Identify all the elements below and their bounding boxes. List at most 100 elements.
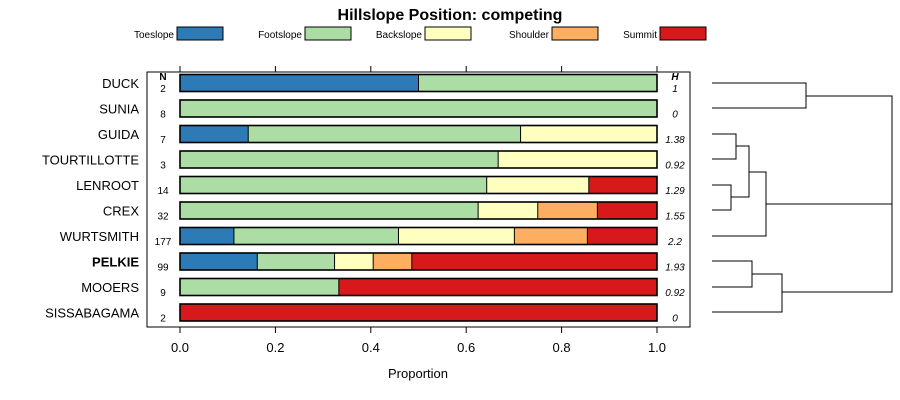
bar-segment-footslope xyxy=(418,74,657,92)
bar-segment-summit xyxy=(180,304,657,321)
legend-label-footslope: Footslope xyxy=(258,30,302,41)
dendrogram-branch xyxy=(712,184,732,211)
bar-outline xyxy=(179,124,658,144)
h-value: 0.92 xyxy=(665,288,685,299)
row-crex: CREX 32 1.55 xyxy=(103,201,685,223)
legend-swatch-footslope xyxy=(304,26,352,41)
n-value: 7 xyxy=(160,135,166,146)
category-label: SISSABAGAMA xyxy=(45,306,139,321)
bar-outline xyxy=(179,277,658,297)
bar-segment-backslope xyxy=(478,202,538,219)
row-tourtillotte: TOURTILLOTTE 3 0.92 xyxy=(42,150,685,172)
legend-label-backslope: Backslope xyxy=(376,30,423,41)
n-value: 177 xyxy=(155,237,172,248)
h-value: 2.2 xyxy=(667,237,682,248)
bar-segment-shoulder xyxy=(537,202,598,219)
n-value: 2 xyxy=(160,84,166,95)
x-axis-title: Proportion xyxy=(388,366,448,381)
dendrogram-branch xyxy=(712,133,737,160)
bar-segment-summit xyxy=(587,227,657,245)
bar-outline xyxy=(179,201,658,220)
row-lenroot: LENROOT 14 1.29 xyxy=(76,175,685,197)
h-value: 0 xyxy=(672,110,678,121)
bar-segment-shoulder xyxy=(514,227,588,245)
bar-outline xyxy=(179,175,658,195)
n-value: 9 xyxy=(160,288,166,299)
dendrogram-branch xyxy=(712,260,753,288)
category-label: SUNIA xyxy=(99,102,139,117)
bar-segment-shoulder xyxy=(373,253,412,270)
legend-swatch-shoulder xyxy=(551,26,599,41)
bar-segment-summit xyxy=(411,253,658,270)
dendrogram xyxy=(712,82,893,313)
h-header: H xyxy=(671,72,679,83)
h-value: 1.93 xyxy=(665,263,685,274)
category-label: DUCK xyxy=(102,76,139,91)
category-label: WURTSMITH xyxy=(60,229,139,244)
h-value: 1.38 xyxy=(665,135,685,146)
x-tick-label: 0.2 xyxy=(266,340,284,355)
bar-outline xyxy=(179,150,658,169)
h-value: 1.55 xyxy=(665,212,685,223)
bar-segment-toeslope xyxy=(180,125,249,143)
n-value: 8 xyxy=(160,110,166,121)
category-label: GUIDA xyxy=(98,127,140,142)
row-sunia: SUNIA 8 0 xyxy=(99,99,678,121)
bar-segment-footslope xyxy=(180,176,487,194)
bar-segment-toeslope xyxy=(180,253,258,270)
bar-segment-toeslope xyxy=(180,227,234,245)
dendrogram-branch xyxy=(766,95,893,205)
row-wurtsmith: WURTSMITH 177 2.2 xyxy=(60,226,682,248)
row-duck: DUCK 2 1 xyxy=(102,73,678,95)
chart-title: Hillslope Position: competing xyxy=(338,7,563,24)
bar-rows: DUCK 2 1 SUNIA 8 0 GUIDA 7 1.38 TOURTILLOTTE 3 0.92… xyxy=(42,73,685,325)
bar-segment-backslope xyxy=(498,151,657,168)
plot-frame xyxy=(146,71,691,328)
legend-swatch-toeslope xyxy=(176,26,224,41)
bar-segment-backslope xyxy=(398,227,515,245)
bar-segment-summit xyxy=(597,202,657,219)
row-mooers: MOOERS 9 0.92 xyxy=(81,277,685,299)
row-sissabagama: SISSABAGAMA 2 0 xyxy=(45,303,678,325)
h-value: 1 xyxy=(672,84,678,95)
category-label: TOURTILLOTTE xyxy=(42,153,139,168)
n-value: 99 xyxy=(157,263,169,274)
legend-label-shoulder: Shoulder xyxy=(509,30,550,41)
row-pelkie: PELKIE 99 1.93 xyxy=(92,252,685,274)
bar-segment-backslope xyxy=(486,176,589,194)
n-value: 3 xyxy=(160,161,166,172)
category-label: PELKIE xyxy=(92,255,139,270)
n-value: 2 xyxy=(160,314,166,325)
bar-segment-summit xyxy=(338,278,657,296)
bar-segment-footslope xyxy=(180,278,339,296)
n-header: N xyxy=(159,72,166,83)
legend-swatch-summit xyxy=(659,26,707,41)
bar-outline xyxy=(179,73,658,93)
row-guida: GUIDA 7 1.38 xyxy=(98,124,685,146)
bar-segment-toeslope xyxy=(180,74,419,92)
bar-segment-footslope xyxy=(180,202,479,219)
dendrogram-branch xyxy=(782,204,893,293)
category-label: MOOERS xyxy=(81,280,139,295)
legend-swatch-backslope xyxy=(424,26,472,41)
bar-segment-backslope xyxy=(520,125,657,143)
dendrogram-branch xyxy=(712,273,783,313)
bar-outline xyxy=(179,226,658,246)
legend: Toeslope Footslope Backslope Shoulder Summit xyxy=(134,26,707,41)
x-tick-label: 1.0 xyxy=(648,340,666,355)
bar-segment-footslope xyxy=(248,125,521,143)
x-axis: 0.0 0.2 0.4 0.6 0.8 1.0 xyxy=(171,327,666,355)
n-value: 14 xyxy=(157,186,169,197)
h-value: 0 xyxy=(672,314,678,325)
n-value: 32 xyxy=(157,212,169,223)
top-axis-ticks xyxy=(179,66,658,72)
category-label: LENROOT xyxy=(76,178,139,193)
h-value: 0.92 xyxy=(665,161,685,172)
bar-segment-backslope xyxy=(334,253,374,270)
dendrogram-branch xyxy=(712,171,767,237)
x-tick-label: 0.4 xyxy=(362,340,380,355)
dendrogram-branch xyxy=(731,145,750,198)
x-tick-label: 0.6 xyxy=(457,340,475,355)
bar-segment-footslope xyxy=(180,151,499,168)
